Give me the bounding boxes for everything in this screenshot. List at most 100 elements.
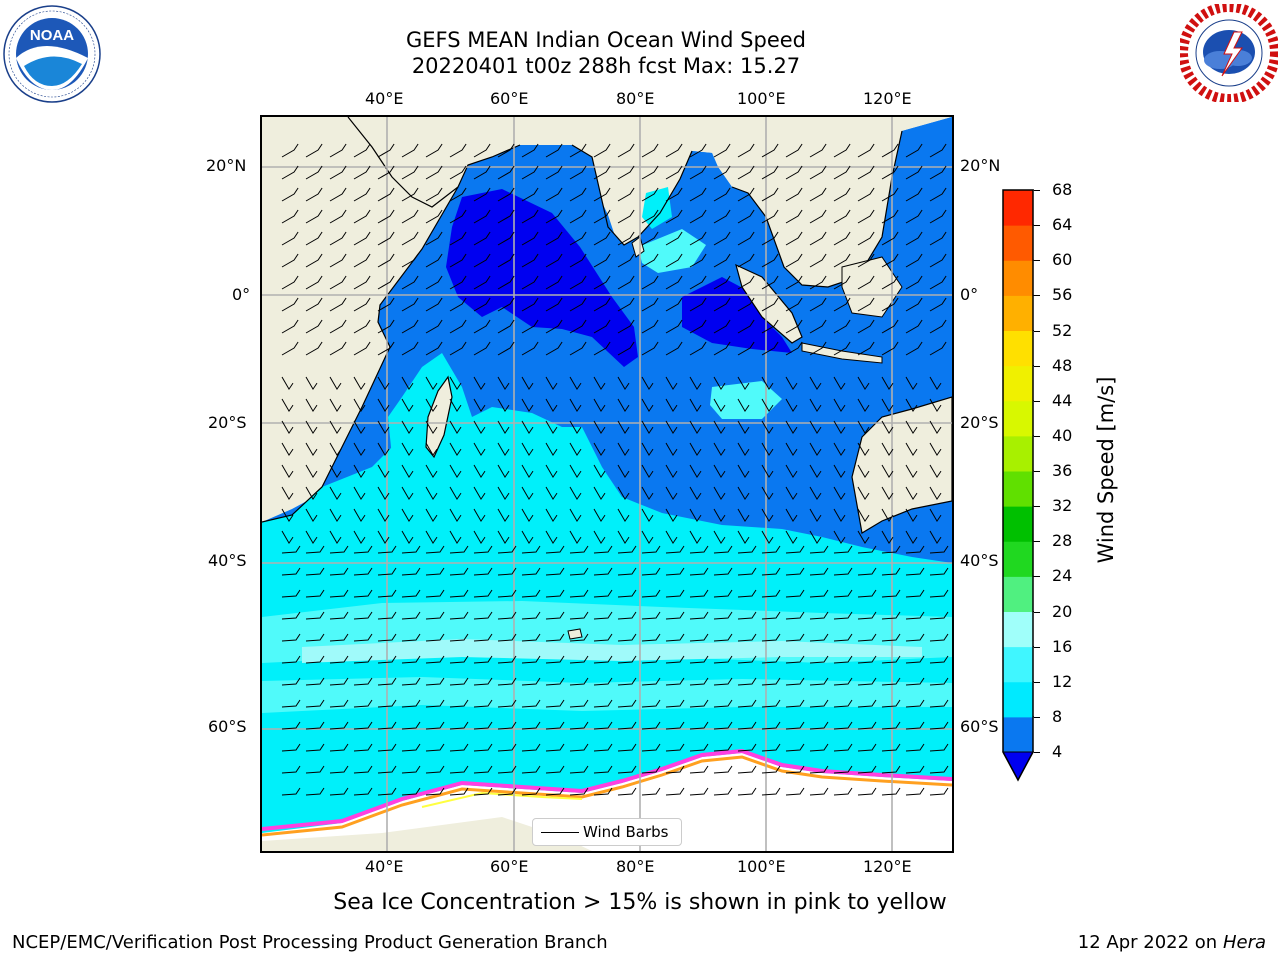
wind-barb: [425, 611, 445, 620]
wind-barb: [713, 486, 726, 501]
wind-barb: [497, 275, 515, 290]
wind-barb: [641, 699, 661, 708]
wind-barb: [833, 765, 853, 774]
ocean-light-band-2: [262, 677, 952, 713]
wind-barb: [689, 209, 707, 224]
wind-barb: [473, 677, 493, 686]
wind-barb: [785, 545, 805, 554]
wind-barb: [377, 611, 397, 620]
wind-barb: [713, 677, 733, 686]
wind-barb: [881, 486, 894, 501]
wind-barb: [449, 341, 467, 356]
wind-barb: [305, 231, 323, 246]
wind-barb: [713, 297, 731, 312]
wind-barb: [569, 633, 589, 642]
wind-barb: [305, 743, 325, 752]
sri-lanka: [631, 236, 645, 258]
wind-barb: [377, 589, 397, 598]
wind-barb: [425, 275, 443, 290]
wind-barb: [905, 699, 925, 708]
colorbar-segment: [1003, 330, 1033, 367]
wind-barb: [881, 420, 894, 435]
wind-barb: [929, 376, 942, 391]
wind-barb: [617, 297, 635, 312]
wind-barb: [329, 143, 347, 158]
wind-barb: [305, 398, 318, 413]
wind-barb: [473, 721, 493, 730]
wind-barb: [857, 319, 875, 334]
wind-barb: [785, 253, 803, 268]
wind-barb: [833, 143, 851, 158]
wind-barb: [809, 633, 829, 642]
wind-barb: [281, 187, 299, 202]
wind-barb: [497, 143, 515, 158]
wind-barb: [305, 275, 323, 290]
colorbar-tick-label: 12: [1052, 671, 1073, 691]
wind-barb: [305, 721, 325, 730]
wind-barb: [593, 398, 606, 413]
wind-barb: [329, 765, 349, 774]
wind-barb: [545, 464, 558, 479]
wind-barb: [905, 721, 925, 730]
colorbar-ticks: 4 8 12 16 20 24 28 32 36 40 44 48 52 56 60 64 68: [1034, 180, 1112, 770]
wind-barb: [737, 787, 757, 796]
colorbar-segment: [1003, 471, 1033, 507]
wind-barbs: [281, 143, 949, 796]
wind-barb: [377, 721, 397, 730]
wind-barb: [569, 787, 589, 796]
wind-barb: [641, 787, 661, 796]
wind-barb: [905, 231, 923, 246]
wind-barb: [929, 442, 942, 457]
wind-barb: [521, 743, 541, 752]
wind-barb: [929, 398, 942, 413]
wind-barb: [785, 655, 805, 664]
wind-barb: [689, 655, 709, 664]
wind-barb: [449, 743, 469, 752]
wind-barb: [305, 589, 325, 598]
wind-barb: [713, 699, 733, 708]
sea-ice-orange: [262, 755, 952, 837]
footer-source: NCEP/EMC/Verification Post Processing Pr…: [12, 932, 608, 953]
wind-barb: [665, 376, 678, 391]
wind-barb: [569, 376, 582, 391]
wind-barb: [641, 721, 661, 730]
wind-barb: [689, 319, 707, 334]
wind-barb: [545, 341, 563, 356]
wind-barb: [809, 765, 829, 774]
wind-barb: [353, 486, 366, 501]
wind-barb: [809, 297, 827, 312]
wind-barb: [785, 275, 803, 290]
wind-barb: [641, 743, 661, 752]
wind-barb: [641, 297, 659, 312]
lat-tick-left-0: 0°: [232, 285, 251, 304]
wind-barb: [449, 143, 467, 158]
wind-barb: [665, 721, 685, 730]
wind-barb: [473, 743, 493, 752]
coastline-arabia: [347, 117, 459, 208]
colorbar-tick-mark: [1034, 541, 1040, 543]
wind-barb: [593, 275, 611, 290]
wind-barb: [737, 567, 757, 576]
wind-barb: [641, 442, 654, 457]
wind-barb: [617, 633, 637, 642]
wind-barb: [833, 743, 853, 752]
wind-barb: [497, 655, 517, 664]
wind-barb: [809, 341, 827, 356]
wind-barb: [881, 765, 901, 774]
wind-barb: [857, 677, 877, 686]
wind-barb: [329, 655, 349, 664]
wind-barb: [425, 187, 443, 202]
wind-barb: [809, 486, 822, 501]
wind-barb: [545, 486, 558, 501]
wind-barb: [497, 420, 510, 435]
wind-barb: [569, 209, 587, 224]
wind-barb: [905, 743, 925, 752]
wind-barb: [473, 464, 486, 479]
wind-barb: [857, 231, 875, 246]
wind-barb: [785, 341, 803, 356]
wind-barb: [833, 787, 853, 796]
colorbar-segment: [1003, 400, 1033, 437]
wind-barb: [353, 341, 371, 356]
wind-barb: [329, 787, 349, 796]
sea-ice-yellow: [421, 791, 583, 808]
